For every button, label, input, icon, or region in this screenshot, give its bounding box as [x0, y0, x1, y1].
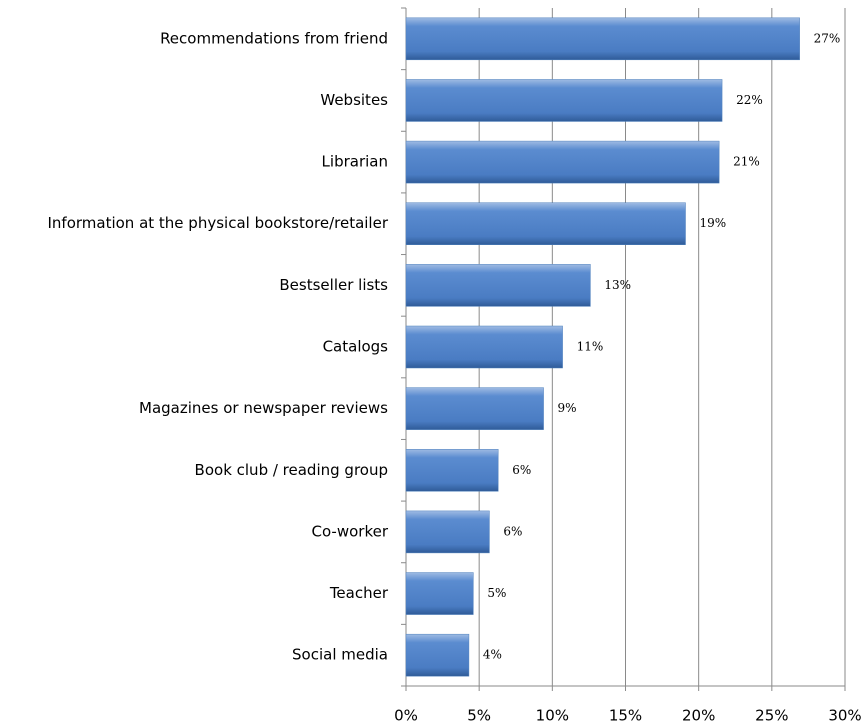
value-label: 6%	[503, 524, 522, 538]
value-label: 22%	[736, 93, 763, 107]
value-label: 27%	[814, 31, 841, 45]
bar	[405, 387, 544, 430]
category-label: Bestseller lists	[279, 276, 388, 294]
value-label: 5%	[487, 586, 506, 600]
x-tick-label: 5%	[467, 707, 491, 725]
bar	[405, 140, 720, 184]
bar	[405, 79, 723, 122]
category-label: Catalogs	[323, 338, 389, 356]
x-tick-label: 25%	[755, 707, 788, 725]
category-label: Recommendations from friend	[160, 29, 388, 47]
category-label: Websites	[320, 91, 388, 109]
bar	[405, 264, 591, 307]
category-label: Co-worker	[311, 522, 388, 540]
bar	[405, 510, 490, 554]
category-label: Teacher	[329, 584, 389, 602]
x-tick-label: 0%	[394, 707, 418, 725]
value-label: 11%	[577, 340, 604, 354]
value-label: 21%	[733, 155, 760, 169]
value-label: 19%	[699, 216, 726, 230]
value-label: 6%	[512, 463, 531, 477]
x-tick-label: 15%	[609, 707, 642, 725]
bar	[405, 572, 474, 615]
bar	[405, 202, 686, 245]
x-tick-label: 30%	[828, 707, 861, 725]
bar	[405, 449, 499, 492]
x-tick-label: 20%	[682, 707, 715, 725]
category-label: Librarian	[322, 153, 388, 171]
bar	[405, 325, 563, 369]
value-label: 13%	[604, 278, 631, 292]
category-label: Magazines or newspaper reviews	[139, 399, 388, 417]
x-tick-label: 10%	[536, 707, 569, 725]
category-label: Information at the physical bookstore/re…	[47, 214, 388, 232]
value-label: 4%	[483, 648, 502, 662]
category-label: Social media	[292, 646, 388, 664]
category-label: Book club / reading group	[195, 461, 388, 479]
bar	[405, 17, 800, 61]
bar	[405, 633, 470, 677]
value-label: 9%	[558, 401, 577, 415]
